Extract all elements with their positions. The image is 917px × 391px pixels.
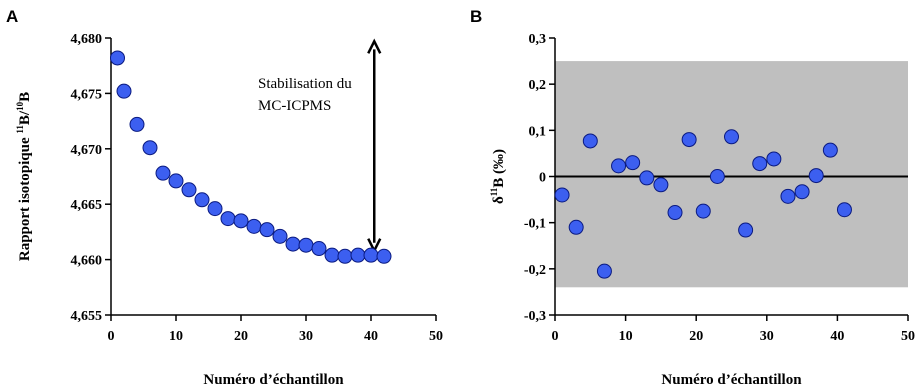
x-tick-label: 20	[234, 329, 248, 344]
data-point	[142, 140, 158, 156]
data-point	[285, 236, 301, 252]
y-tick-label: 0	[539, 171, 546, 186]
chart-b: B -0,3 -0,2 -0,1 0 0,1 0,2 0,3 0 10 20 30 40 50 Numé…	[470, 7, 915, 388]
y-tick-label: 4,675	[71, 87, 103, 102]
data-point	[259, 222, 275, 238]
y-tick-label: 0,1	[529, 124, 547, 139]
x-tick-label: 0	[552, 329, 559, 344]
data-point	[116, 83, 132, 99]
data-point	[639, 170, 655, 186]
data-point	[298, 237, 314, 253]
data-point	[311, 241, 327, 257]
data-point	[110, 50, 125, 66]
data-point	[233, 213, 249, 229]
ylabel-b-sup-1: 11	[489, 187, 499, 196]
y-tick-label: -0,1	[524, 217, 546, 232]
y-tick-label: 4,680	[71, 32, 103, 47]
y-tick-label: 4,670	[71, 143, 103, 158]
x-tick-label: 10	[169, 329, 183, 344]
data-point	[695, 203, 711, 219]
data-point	[766, 151, 782, 167]
data-point	[194, 192, 210, 208]
y-tick-label: 0,2	[529, 78, 547, 93]
data-point	[752, 156, 768, 172]
data-point	[246, 218, 262, 234]
chart-b-points	[554, 129, 852, 279]
y-tick-label: -0,3	[524, 309, 546, 324]
ylabel-a-part-1: Rapport isotopique	[17, 134, 33, 262]
x-tick-label: 0	[108, 329, 115, 344]
data-point	[168, 173, 184, 189]
y-tick-label: 4,660	[71, 254, 103, 269]
x-tick-label: 30	[760, 329, 774, 344]
data-point	[738, 222, 754, 238]
data-point	[272, 228, 288, 244]
data-point	[625, 155, 641, 171]
data-point	[611, 158, 627, 174]
panel-label-a: A	[6, 7, 18, 26]
chart-a-points	[110, 50, 392, 264]
y-tick-label: -0,2	[524, 263, 546, 278]
x-tick-label: 40	[830, 329, 844, 344]
data-point	[681, 132, 697, 148]
annotation-line-1: Stabilisation du	[258, 76, 352, 92]
data-point	[794, 184, 810, 200]
data-point	[220, 211, 236, 227]
data-point	[667, 205, 683, 221]
arrow-head-up	[367, 38, 382, 54]
chart-b-tolerance-band	[555, 61, 908, 288]
annotation-line-2: MC-ICPMS	[258, 98, 331, 114]
x-tick-label: 30	[299, 329, 313, 344]
chart-a-x-axis-label: Numéro d’échantillon	[203, 372, 344, 388]
data-point	[582, 133, 598, 149]
ylabel-b-part-1: δ	[491, 196, 507, 204]
x-tick-label: 50	[901, 329, 915, 344]
ylabel-b-part-2: B (‰)	[491, 149, 507, 188]
data-point	[596, 263, 612, 279]
x-tick-label: 40	[364, 329, 378, 344]
data-point	[350, 247, 366, 263]
data-point	[129, 116, 145, 132]
x-tick-label: 20	[689, 329, 703, 344]
data-point	[822, 142, 838, 158]
x-tick-label: 50	[429, 329, 443, 344]
ylabel-a-part-3: B	[17, 92, 33, 102]
data-point	[780, 188, 796, 204]
data-point	[836, 202, 852, 218]
data-point	[207, 201, 223, 217]
data-point	[376, 248, 392, 264]
x-tick-label: 10	[619, 329, 633, 344]
data-point	[554, 187, 570, 203]
chart-b-y-axis-label: δ11B (‰)	[489, 149, 507, 204]
y-tick-label: 0,3	[529, 32, 547, 47]
data-point	[724, 129, 739, 145]
data-point	[155, 165, 171, 181]
data-point	[709, 169, 725, 184]
data-point	[337, 248, 353, 264]
data-point	[324, 247, 340, 263]
ylabel-a-part-2: B/	[17, 110, 33, 125]
ylabel-a-sup-1: 11	[15, 125, 25, 134]
panel-label-b: B	[470, 7, 482, 26]
chart-a-ticks: 4,655 4,660 4,665 4,670 4,675 4,680 0 10 20 30 40 5…	[71, 32, 444, 344]
chart-a-y-axis-label: Rapport isotopique 11B/10B	[15, 92, 33, 261]
data-point	[653, 177, 669, 193]
ylabel-a-sup-2: 10	[15, 101, 25, 111]
chart-b-ticks: -0,3 -0,2 -0,1 0 0,1 0,2 0,3 0 10 20 30 40 50	[524, 32, 915, 344]
y-tick-label: 4,655	[71, 309, 103, 324]
data-point	[808, 168, 824, 184]
data-point	[568, 219, 584, 235]
stabilisation-arrow	[367, 38, 382, 254]
chart-b-x-axis-label: Numéro d’échantillon	[661, 372, 802, 388]
data-point	[181, 182, 197, 198]
data-point	[363, 247, 379, 263]
y-tick-label: 4,665	[71, 198, 103, 213]
